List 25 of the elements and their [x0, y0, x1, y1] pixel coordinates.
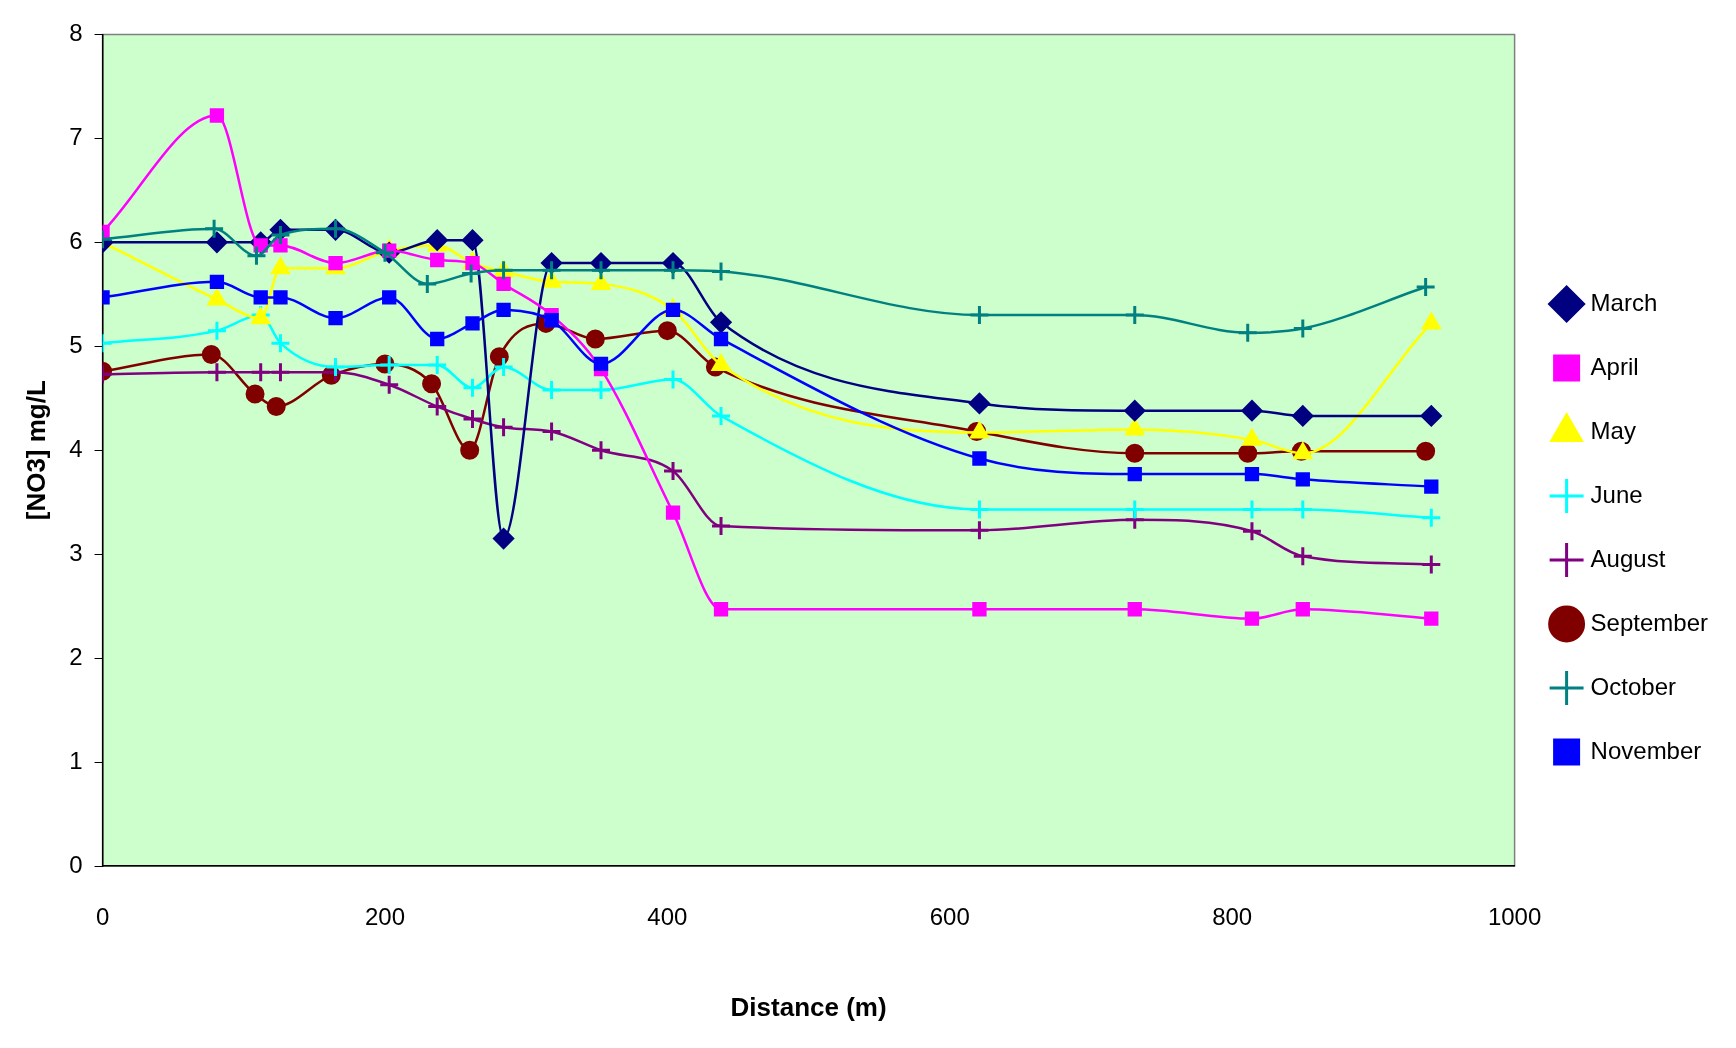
x-tick-label: 200 — [364, 903, 405, 931]
legend-label: September — [1590, 608, 1709, 636]
legend-label: October — [1590, 672, 1676, 700]
legend-label: August — [1590, 544, 1666, 572]
y-tick-label: 5 — [69, 330, 83, 358]
x-tick-label: 800 — [1212, 903, 1253, 931]
y-tick-label: 7 — [69, 122, 83, 150]
legend-label: April — [1590, 352, 1639, 380]
legend-label: May — [1590, 416, 1636, 444]
legend-label: June — [1590, 480, 1643, 508]
x-axis-title: Distance (m) — [730, 991, 887, 1022]
y-tick-label: 6 — [69, 226, 83, 254]
legend-label: March — [1590, 288, 1658, 316]
x-tick-label: 1000 — [1487, 903, 1542, 931]
legend-label: November — [1590, 736, 1702, 764]
y-axis-title: [NO3] mg/L — [20, 380, 51, 521]
y-tick-label: 4 — [69, 434, 83, 462]
x-tick-label: 400 — [647, 903, 688, 931]
x-tick-label: 600 — [929, 903, 970, 931]
y-tick-label: 3 — [69, 538, 83, 566]
y-tick-label: 2 — [69, 642, 83, 670]
x-tick-label: 0 — [95, 903, 110, 931]
y-tick-label: 8 — [69, 19, 83, 47]
y-tick-label: 1 — [69, 746, 83, 774]
y-tick-label: 0 — [69, 850, 83, 878]
